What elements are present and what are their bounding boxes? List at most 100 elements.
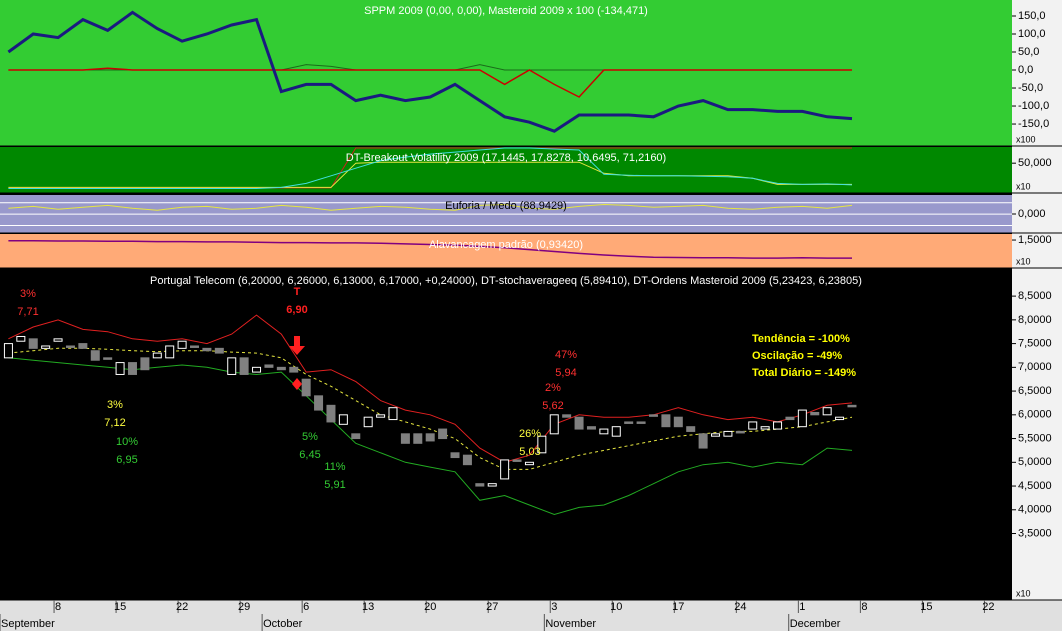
signal-label: 2% xyxy=(545,382,561,394)
signal-label: 7,12 xyxy=(104,417,125,429)
candle-body xyxy=(190,345,200,348)
candle-body xyxy=(698,433,708,449)
y-tick-label: -100,0 xyxy=(1018,100,1049,112)
candle-body xyxy=(748,421,758,430)
y-tick-label: 0,000 xyxy=(1018,208,1046,220)
candle-body xyxy=(648,414,658,417)
x-tick-label: 3 xyxy=(551,601,557,613)
x-tick-label: 20 xyxy=(424,601,436,613)
signal-label: 5% xyxy=(302,431,318,443)
candle-body xyxy=(338,414,348,425)
candle-body xyxy=(3,343,13,359)
y-tick-label: 50,0 xyxy=(1018,46,1039,58)
candle-body xyxy=(462,454,472,466)
signal-arrow xyxy=(289,336,305,355)
y-tick-label: -50,0 xyxy=(1018,82,1043,94)
series-line xyxy=(8,67,852,98)
candle-body xyxy=(400,433,410,444)
candle-body xyxy=(363,416,373,428)
signal-label: 5,91 xyxy=(324,479,345,491)
candle-body xyxy=(16,335,26,342)
candle-body xyxy=(760,426,770,430)
y-tick-label: 7,0000 xyxy=(1018,361,1052,373)
candle-body xyxy=(90,350,100,361)
panel-title: SPPM 2009 (0,00, 0,00), Masteroid 2009 x… xyxy=(364,5,648,17)
candle-body xyxy=(53,338,63,342)
candle-body xyxy=(611,426,621,437)
y-tick-label: 8,5000 xyxy=(1018,290,1052,302)
x-tick-label: 8 xyxy=(55,601,61,613)
panel-title: DT-Breakout Volatility 2009 (17,1445, 17… xyxy=(346,152,666,164)
candle-body xyxy=(115,362,125,375)
candle-body xyxy=(103,357,113,360)
month-label: December xyxy=(790,618,841,630)
candle-body xyxy=(202,347,212,352)
candle-body xyxy=(239,357,249,375)
signal-diamond xyxy=(292,378,302,390)
candle-body xyxy=(388,407,398,421)
panel-background xyxy=(0,234,1012,268)
candle-body xyxy=(214,347,224,354)
right-axis-area xyxy=(1012,0,1062,600)
candle-body xyxy=(425,433,435,442)
date-axis-area xyxy=(0,600,1062,631)
series-line xyxy=(7,10,853,133)
candle-body xyxy=(723,430,733,437)
x-tick-label: 29 xyxy=(238,601,250,613)
panel-title: Euforia / Medo (88,9429) xyxy=(445,200,567,212)
candle-body xyxy=(797,409,807,428)
scale-label: x10 xyxy=(1016,588,1031,598)
y-tick-label: 1,5000 xyxy=(1018,234,1052,246)
y-tick-label: 5,5000 xyxy=(1018,432,1052,444)
signal-label: 3% xyxy=(107,399,123,411)
signal-label: 3% xyxy=(20,288,36,300)
month-label: November xyxy=(545,618,596,630)
x-tick-label: 17 xyxy=(672,601,684,613)
candle-body xyxy=(413,433,423,444)
candle-body xyxy=(624,421,634,424)
candle-body xyxy=(822,407,832,416)
candle-body xyxy=(661,414,671,428)
candle-body xyxy=(537,435,547,454)
x-tick-label: 6 xyxy=(303,601,309,613)
signal-label: 6,95 xyxy=(116,454,137,466)
x-tick-label: 1 xyxy=(799,601,805,613)
month-label: October xyxy=(263,618,302,630)
signal-label: 47% xyxy=(555,349,577,361)
y-tick-label: 8,0000 xyxy=(1018,314,1052,326)
signal-label: 6,45 xyxy=(299,449,320,461)
y-tick-label: -150,0 xyxy=(1018,118,1049,130)
panel-background xyxy=(0,0,1012,146)
candle-body xyxy=(264,364,274,368)
series-line xyxy=(8,347,853,470)
candle-body xyxy=(351,433,361,440)
candle-body xyxy=(165,345,175,359)
candle-body xyxy=(314,395,324,411)
candle-body xyxy=(673,416,683,428)
candle-body xyxy=(599,428,609,435)
signal-label: 6,90 xyxy=(286,304,307,316)
signal-label: 7,71 xyxy=(17,306,38,318)
y-tick-label: 7,5000 xyxy=(1018,338,1052,350)
signal-label: 11% xyxy=(324,461,345,473)
candle-body xyxy=(810,411,820,416)
x-tick-label: 13 xyxy=(362,601,374,613)
y-tick-label: 6,0000 xyxy=(1018,409,1052,421)
indicator-summary: Total Diário = -149% xyxy=(752,367,856,379)
signal-label: T xyxy=(294,286,301,298)
candle-body xyxy=(127,362,137,375)
series-line xyxy=(8,161,852,188)
candle-body xyxy=(475,483,485,487)
candle-body xyxy=(289,366,299,373)
candle-body xyxy=(177,340,187,349)
candle-body xyxy=(686,426,696,432)
candle-body xyxy=(301,378,311,397)
x-tick-label: 27 xyxy=(486,601,498,613)
candle-body xyxy=(227,357,237,375)
candle-body xyxy=(152,352,162,359)
candle-body xyxy=(636,421,646,424)
x-tick-label: 8 xyxy=(861,601,867,613)
candle-body xyxy=(487,483,497,487)
y-tick-label: 6,5000 xyxy=(1018,385,1052,397)
series-line xyxy=(8,239,852,259)
